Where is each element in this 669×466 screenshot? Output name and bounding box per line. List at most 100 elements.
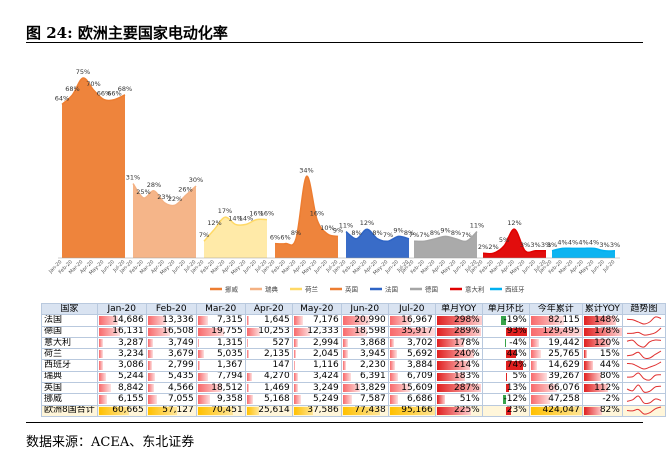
area-norway [62,77,125,258]
month-cell-5: 6,391 [340,370,389,384]
header-cell-1: Jan-20 [96,302,147,316]
yoy-cell-bar [436,316,482,325]
month-cell-2-bar [197,327,225,336]
ytd-cell-bar [530,350,542,359]
ytd-yoy-cell-bar [583,384,609,393]
country-cell: 法国 [41,314,98,327]
country-cell: 西班牙 [41,359,98,372]
month-cell-0-bar [98,316,119,325]
ytd-cell: 25,765 [528,348,583,361]
line-spain [551,247,616,252]
data-label-netherlands-4: 14% [239,214,253,222]
line-germany [413,231,478,243]
ytd-cell: 14,629 [528,359,583,372]
month-cell-1-bar [147,406,178,415]
month-cell-5: 3,945 [340,348,389,361]
yoy-cell: 287% [434,382,483,395]
data-label-germany-3: 9% [440,226,450,234]
month-cell-5: 7,587 [340,393,389,406]
data-label-spain-4: 4% [589,238,599,246]
month-cell-2-bar [197,384,223,393]
month-cell-1: 2,799 [145,359,197,372]
month-cell-3-bar [246,338,248,348]
data-label-france-2: 12% [360,219,374,227]
month-cell-3: 10,253 [244,325,293,338]
month-cell-0-bar [98,406,130,415]
month-cell-1: 16,508 [145,325,197,338]
month-cell-6-bar [389,338,395,348]
month-cell-5-bar [342,372,351,382]
month-cell-2-bar [197,338,200,348]
data-label-norway-1: 68% [65,85,79,93]
ytd-cell-bar [530,406,582,415]
month-cell-6-bar [389,395,399,404]
legend-label-netherlands: 荷兰 [305,285,319,294]
month-cell-5: 20,990 [340,314,389,327]
ytd-cell-bar [530,338,539,348]
trend-cell [621,325,666,338]
month-cell-2-bar [197,350,205,359]
data-label-spain-0: 3% [547,241,557,249]
ytd-yoy-cell: 80% [581,370,623,384]
trend-cell [621,393,666,406]
month-cell-6-bar [389,372,399,382]
trend-line [626,372,661,382]
trend-sparkline [626,338,661,348]
ytd-cell-bar [530,384,558,393]
data-label-germany-1: 7% [419,231,429,239]
yoy-cell: 225% [434,404,483,417]
month-cell-6-bar [389,384,410,393]
data-label-uk-2: 8% [291,229,301,237]
ytd-cell-bar [530,372,547,382]
yoy-cell-bar [436,395,445,404]
month-cell-2-bar [197,372,209,382]
trend-cell [621,370,666,384]
table-row: 欧洲8国合计 60,665 57,127 70,451 25,614 37,586 77,4… [41,404,666,417]
mom-cell: -4% [481,336,530,350]
month-cell-6: 3,702 [387,336,436,350]
trend-line [626,350,662,359]
data-label-sweden-6: 30% [189,176,203,184]
month-cell-1-bar [147,395,158,404]
data-label-sweden-5: 26% [178,186,192,194]
legend-label-italy: 意大利 [465,285,485,294]
month-cell-3: 2,135 [244,348,293,361]
data-label-germany-2: 8% [430,229,440,237]
month-cell-3: 4,270 [244,370,293,384]
ytd-yoy-cell: 44% [581,359,623,372]
trend-sparkline [626,395,662,405]
mom-cell-bar [505,372,507,382]
trend-line [626,384,661,393]
table-row: 德国 16,131 16,508 19,755 10,253 12,333 18,598 35… [41,325,666,338]
header-cell-6: Jun-20 [340,302,389,316]
yoy-cell: 289% [434,325,483,338]
month-cell-4-bar [293,338,298,348]
month-cell-0-bar [98,395,107,404]
ytd-yoy-cell-bar [583,327,622,336]
data-label-france-0: 11% [339,222,353,230]
series-spain: 3% 4% 4% 4% 4% 3% 3%Jan-20Feb-20Mar-20Apr-20Ma… [537,238,620,276]
month-cell-5-bar [342,361,346,370]
trend-line [626,406,661,415]
data-label-netherlands-5: 16% [249,210,263,218]
mom-cell-bar [504,338,506,348]
month-cell-4-bar [293,361,296,370]
ytd-yoy-cell: -2% [581,393,623,406]
country-cell: 挪威 [41,393,98,406]
month-cell-0: 14,686 [96,314,147,327]
month-cell-4-bar [293,395,301,404]
data-label-italy-6: 3% [541,241,551,249]
month-cell-4: 12,333 [291,325,342,338]
month-cell-0: 3,086 [96,359,147,372]
month-cell-4: 37,586 [291,404,342,417]
country-cell: 英国 [41,382,98,395]
table-row: 西班牙 3,086 2,799 1,367 147 1,116 2,230 3,884 214%… [41,359,666,372]
ytd-yoy-cell-bar [583,316,616,325]
trend-line [626,327,662,336]
month-cell-1-bar [147,350,153,359]
ytd-yoy-cell-bar [583,338,610,348]
month-cell-0-bar [98,350,104,359]
month-cell-1-bar [147,316,166,325]
data-label-sweden-2: 28% [147,181,161,189]
month-cell-0: 16,131 [96,325,147,338]
